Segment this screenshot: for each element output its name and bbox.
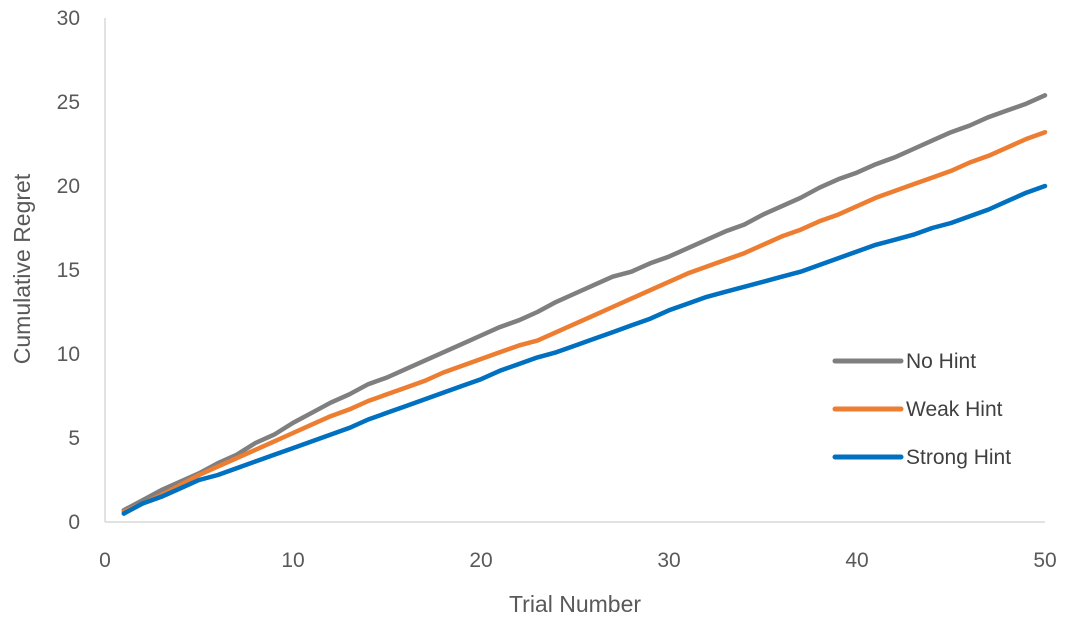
- x-tick-label: 50: [1033, 549, 1056, 572]
- x-tick-label: 30: [657, 549, 680, 572]
- legend-label-weak-hint: Weak Hint: [906, 398, 1003, 421]
- series-line-no-hint: [121, 93, 1048, 513]
- y-tick-label: 10: [57, 343, 80, 366]
- x-tick-label: 10: [281, 549, 304, 572]
- series-line-weak-hint: [121, 129, 1048, 515]
- y-tick-label: 20: [57, 175, 80, 198]
- y-tick-label: 25: [57, 91, 80, 114]
- y-tick-label: 0: [68, 511, 80, 534]
- y-axis-title: Cumulative Regret: [9, 173, 35, 364]
- y-tick-label: 5: [68, 427, 80, 450]
- x-axis-title: Trial Number: [509, 591, 641, 617]
- legend-label-strong-hint: Strong Hint: [906, 446, 1011, 469]
- x-tick-label: 40: [845, 549, 868, 572]
- axes-layer: 0 5 10 15 20 25 30 0 10 20 30 40 50: [57, 7, 1057, 572]
- y-tick-label: 30: [57, 7, 80, 30]
- series-layer: [121, 93, 1048, 516]
- series-line-strong-hint: [121, 183, 1048, 516]
- y-tick-label: 15: [57, 259, 80, 282]
- legend-label-no-hint: No Hint: [906, 350, 976, 373]
- x-tick-label: 0: [99, 549, 111, 572]
- legend: No Hint Weak Hint Strong Hint: [832, 350, 1011, 469]
- x-tick-label: 20: [469, 549, 492, 572]
